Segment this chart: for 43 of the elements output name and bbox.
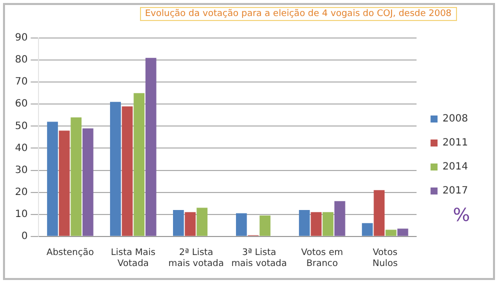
bar <box>184 212 196 236</box>
y-tick-label: 50 <box>14 120 28 132</box>
bar <box>47 122 58 236</box>
bar <box>298 210 310 236</box>
legend-label: 2011 <box>442 138 468 149</box>
bar <box>334 201 346 236</box>
bar <box>70 117 82 236</box>
y-tick-label: 60 <box>14 98 28 110</box>
bar <box>196 208 208 236</box>
bar <box>310 212 322 236</box>
y-tick-label: 80 <box>14 54 28 66</box>
x-tick-label: Lista Mais Votada <box>110 248 156 269</box>
y-tick-label: 0 <box>21 230 28 242</box>
bar <box>82 128 94 236</box>
bar <box>386 230 396 236</box>
x-tick-label: 3ª Lista mais votada <box>231 248 287 269</box>
legend-label: 2014 <box>442 162 468 173</box>
y-tick-label: 90 <box>14 32 28 44</box>
chart-title: Evolução da votação para a eleição de 4 vogais do COJ, desde 2008 <box>140 7 457 21</box>
x-tick-label: Votos Nulos <box>372 248 398 269</box>
bar <box>110 102 121 236</box>
bar <box>122 106 133 236</box>
bar <box>134 93 145 236</box>
y-tick-label: 30 <box>14 164 28 176</box>
y-tick-label: 40 <box>14 142 28 154</box>
bar <box>322 212 334 236</box>
legend-label: 2017 <box>442 186 468 197</box>
bar <box>173 210 184 236</box>
bar <box>374 190 385 236</box>
legend-label: 2008 <box>442 114 468 125</box>
text: % <box>452 205 470 226</box>
bar <box>145 58 156 236</box>
y-tick-label: 10 <box>14 208 28 220</box>
bar <box>397 228 408 236</box>
y-tick-label: 20 <box>14 186 28 198</box>
x-tick-label: Abstenção <box>46 248 94 258</box>
y-tick-label: 70 <box>14 76 28 88</box>
bar <box>236 213 247 236</box>
bar <box>362 223 373 236</box>
bar <box>58 130 70 236</box>
x-tick-label: Votos em Branco <box>301 248 344 269</box>
x-tick-label: 2ª Lista mais votada <box>168 248 224 269</box>
bar <box>260 215 270 236</box>
